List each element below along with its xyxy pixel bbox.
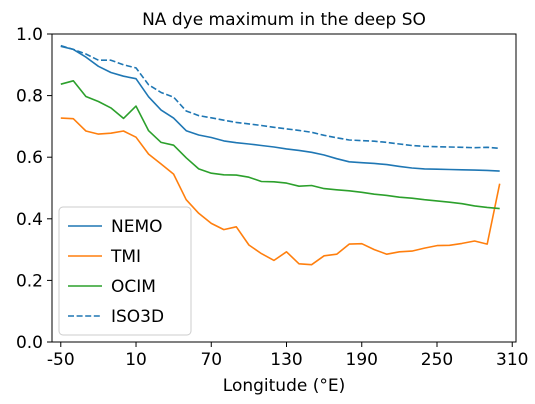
x-tick-label: 10 (125, 350, 147, 370)
x-tick-label: 70 (200, 350, 222, 370)
series-line-tmi (60, 117, 501, 266)
x-tick-label: -50 (47, 350, 75, 370)
y-tick-label: 0.2 (16, 271, 43, 291)
axis-ticks: -50 10 70 130 190 250 310 0.0 0.2 0.4 0.6 0.8 1.0 (16, 25, 529, 370)
y-tick-label: 1.0 (16, 25, 43, 45)
legend-label-iso3d: ISO3D (111, 307, 164, 327)
y-tick-label: 0.4 (16, 210, 43, 230)
legend-label-ocim: OCIM (111, 277, 156, 297)
legend-box (58, 206, 192, 336)
x-tick-label: 310 (496, 350, 528, 370)
x-axis-title: Longitude (°E) (223, 376, 345, 396)
x-tick-label: 250 (421, 350, 453, 370)
x-tick-label: 130 (270, 350, 302, 370)
legend: NEMO TMI OCIM ISO3D (58, 206, 192, 336)
x-tick-label: 190 (346, 350, 378, 370)
series-line-iso3d (60, 44, 500, 150)
legend-label-nemo: NEMO (111, 217, 163, 237)
plot-frame (51, 33, 517, 343)
legend-label-tmi: TMI (110, 247, 141, 267)
series-line-ocim (60, 80, 500, 210)
series-layer (60, 44, 501, 266)
y-tick-label: 0.0 (16, 333, 43, 353)
series-line-nemo (60, 45, 500, 172)
y-tick-label: 0.8 (16, 87, 43, 107)
chart-title: NA dye maximum in the deep SO (142, 10, 426, 30)
y-tick-label: 0.6 (16, 148, 43, 168)
